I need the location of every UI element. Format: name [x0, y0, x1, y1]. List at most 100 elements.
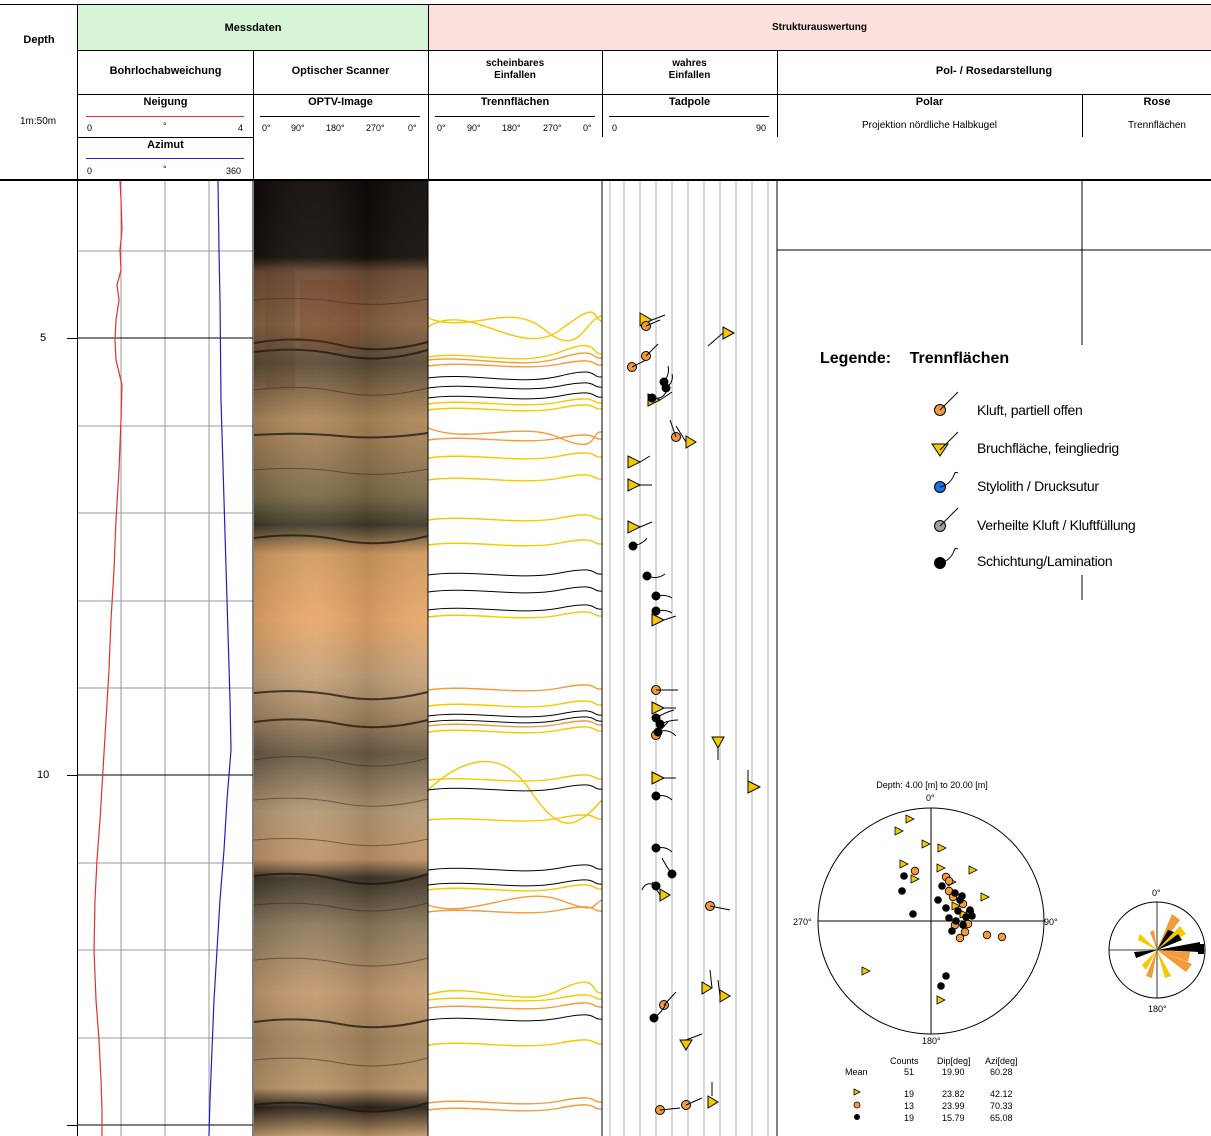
polar-east-label: 90° [1044, 917, 1058, 927]
struktur-header-bg [428, 4, 1211, 50]
header-row3-border [78, 137, 253, 138]
rose-subheader: Trennflächen [1128, 120, 1186, 131]
neigung-scale-max: 4 [238, 123, 244, 133]
polar-south-label: 180° [922, 1036, 941, 1046]
orange-circle-icon [853, 1101, 861, 1109]
legend-item-schichtung: Schichtung/Lamination [977, 553, 1113, 569]
polar-header: Polar [915, 96, 944, 108]
pol-rose-header: Pol- / Rosedarstellung [935, 65, 1053, 77]
col-sep-1 [77, 4, 78, 1136]
polar-west-label: 270° [793, 917, 812, 927]
stats-row-orange-azi: 70.33 [990, 1101, 1013, 1111]
wahres-line1: wahres [672, 58, 707, 69]
tadpoles [627, 312, 762, 1115]
yellow-triangle-icon [853, 1088, 861, 1096]
scheinbares-line2: Einfallen [494, 70, 536, 81]
polar-depth-title: Depth: 4.00 [m] to 20.00 [m] [876, 780, 988, 790]
tadpole-scale-line [609, 116, 769, 117]
polar-plot [817, 807, 1045, 1035]
black-circle-icon [934, 547, 959, 569]
stats-row-black-counts: 19 [904, 1113, 915, 1123]
tadpole-header: Tadpole [668, 96, 711, 108]
wahres-line2: Einfallen [668, 70, 711, 81]
polar-subheader: Projektion nördliche Halbkugel [861, 120, 998, 131]
trenn-tick-180: 180° [502, 123, 521, 133]
legend-title-text: Trennflächen [909, 350, 1010, 367]
neigung-header: Neigung [143, 96, 188, 108]
legend-item-bruchflaeche: Bruchfläche, feingliedrig [977, 440, 1119, 456]
wahres-einfallen-header: wahres Einfallen [602, 58, 777, 82]
optv-tick-90: 90° [291, 123, 305, 133]
depth-header: Depth [23, 34, 55, 46]
messdaten-header-bg [78, 4, 428, 50]
depth-tick-10 [67, 775, 77, 776]
azimut-curve [208, 180, 232, 1136]
legend-title: Legende: Trennflächen [820, 350, 1009, 368]
col-sep-2 [253, 50, 254, 180]
trenn-tick-90: 90° [467, 123, 481, 133]
polar-black [898, 872, 976, 990]
stats-row-mean-counts: 51 [904, 1067, 915, 1077]
trennflaechen-header: Trennflächen [480, 96, 550, 108]
stats-row-orange-dip: 23.99 [942, 1101, 965, 1111]
stats-table: Counts Dip[deg] Azi[deg] Mean 51 19.90 6… [830, 1056, 1050, 1136]
stats-header-dip: Dip[deg] [937, 1056, 971, 1066]
col-sep-4 [602, 50, 603, 137]
black-circle-icon [854, 1114, 860, 1120]
azimut-scale-max: 360 [226, 166, 242, 176]
legend: Legende: Trennflächen Kluft, partiell of… [820, 348, 1210, 588]
bohrlochabweichung-header: Bohrlochabweichung [109, 65, 222, 77]
messdaten-header: Messdaten [224, 22, 282, 34]
legend-item-verheilte-kluft: Verheilte Kluft / Kluftfüllung [977, 517, 1136, 533]
scheinbares-einfallen-header: scheinbares Einfallen [428, 58, 602, 82]
stats-row-black-azi: 65.08 [990, 1113, 1013, 1123]
rose-petals [1134, 914, 1200, 978]
col-sep-3 [428, 4, 429, 180]
neigung-scale-min: 0 [87, 123, 93, 133]
trenn-tick-270: 270° [543, 123, 562, 133]
optv-tick-270: 270° [366, 123, 385, 133]
legend-item-stylolith: Stylolith / Drucksutur [977, 478, 1099, 494]
neigung-curve [93, 180, 123, 1136]
header-bottom-border [0, 179, 1211, 181]
stats-row-orange-counts: 13 [904, 1101, 915, 1111]
stats-symbols [853, 1088, 861, 1120]
stats-row-tri-azi: 42.12 [990, 1089, 1013, 1099]
legend-symbols [931, 391, 959, 569]
azimut-scale-line [86, 158, 244, 159]
header-row1-border [78, 50, 1211, 51]
tadpole-grid [609, 181, 769, 1136]
legend-item-kluft: Kluft, partiell offen [977, 402, 1083, 418]
depth-tick-label-5: 5 [40, 332, 47, 344]
rose-header: Rose [1143, 96, 1171, 108]
azimut-scale-min: 0 [87, 166, 93, 176]
rose-south-label: 180° [1148, 1004, 1167, 1014]
trennflaechen-sinusoids [427, 311, 603, 1112]
optischer-scanner-header: Optischer Scanner [291, 65, 390, 77]
col-sep-5 [777, 50, 778, 137]
stats-header-counts: Counts [890, 1056, 919, 1066]
optv-scanner-image [253, 181, 429, 1136]
neigung-scale-unit: ° [163, 121, 167, 131]
deviation-grid [78, 181, 253, 1136]
rose-diagram [1108, 901, 1206, 999]
orange-circle-icon [934, 391, 959, 416]
rose-north-label: 0° [1152, 888, 1161, 898]
tadpole-scale-min: 0 [612, 123, 618, 133]
stats-header-azi: Azi[deg] [985, 1056, 1018, 1066]
gray-circle-icon [934, 507, 959, 532]
header-row2-border [78, 94, 1211, 95]
optv-image-header: OPTV-Image [308, 96, 373, 108]
trenn-tick-360: 0° [583, 123, 592, 133]
stats-row-mean-azi: 60.28 [990, 1067, 1013, 1077]
stats-row-tri-dip: 23.82 [942, 1089, 965, 1099]
trenn-tick-0: 0° [437, 123, 446, 133]
optv-tick-360: 0° [408, 123, 417, 133]
deviation-grid-major [78, 337, 253, 1126]
polar-north-label: 0° [926, 793, 935, 803]
azimut-scale-unit: ° [163, 164, 167, 174]
stats-row-mean-label: Mean [845, 1067, 868, 1077]
strukturauswertung-header: Strukturauswertung [771, 22, 867, 33]
header-top-border [0, 4, 1211, 5]
